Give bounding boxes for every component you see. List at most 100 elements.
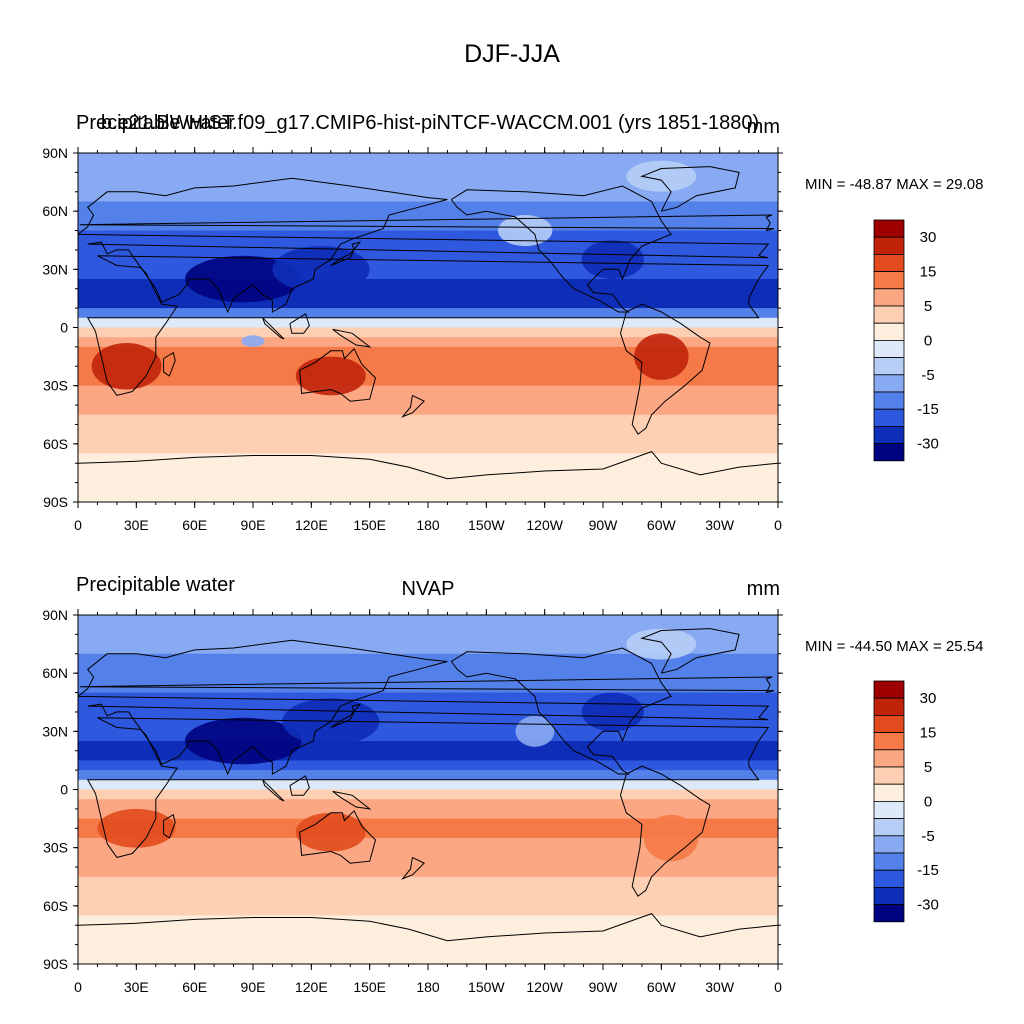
lat-tick-label: 90N: [42, 145, 68, 161]
field-band: [78, 240, 778, 251]
colorbar-box: [873, 904, 905, 923]
field-anomaly: [184, 255, 302, 303]
field-band: [78, 472, 778, 484]
field-anomaly: [626, 628, 697, 660]
lat-tick-label: 30S: [43, 840, 68, 856]
field-band: [78, 405, 778, 416]
lat-tick-label: 60N: [42, 203, 68, 219]
field-band: [78, 337, 778, 348]
panel1-left-title: Precipitable water: [76, 112, 235, 134]
colorbar-box: [873, 818, 905, 837]
lat-tick-label: 0: [60, 320, 68, 336]
field-band: [78, 692, 778, 703]
panel1-center-title: b.e21.BWHIST.f09_g17.CMIP6-hist-piNTCF-W…: [100, 112, 760, 134]
field-band: [78, 624, 778, 635]
colorbar-box: [873, 783, 905, 802]
field-band: [78, 702, 778, 713]
colorbar-box: [873, 749, 905, 768]
field-band: [78, 886, 778, 897]
field-anomaly: [498, 215, 553, 247]
lon-tick-label: 0: [74, 979, 82, 995]
field-band: [78, 615, 778, 626]
field-band: [78, 741, 778, 752]
field-band: [78, 153, 778, 164]
coastline: [79, 676, 775, 694]
field-band: [78, 828, 778, 839]
field-anomaly: [184, 717, 302, 765]
field-band: [78, 230, 778, 241]
field-band: [78, 346, 778, 358]
lon-tick-label: 90W: [589, 517, 619, 533]
lon-tick-label: 150W: [468, 979, 505, 995]
field-band: [78, 896, 778, 907]
coastline: [619, 765, 711, 897]
field-band: [78, 653, 778, 664]
lat-tick-label: 60S: [43, 436, 68, 452]
colorbar-label: -5: [921, 828, 934, 845]
lat-tick-label: 30N: [42, 723, 68, 739]
field-band: [78, 463, 778, 474]
coastline: [289, 775, 310, 796]
field-band: [78, 269, 778, 280]
colorbar-box: [873, 852, 905, 871]
colorbar-label: 30: [920, 690, 937, 707]
field-band: [78, 201, 778, 212]
lat-tick-label: 60N: [42, 665, 68, 681]
lat-tick-label: 90N: [42, 607, 68, 623]
field-band: [78, 375, 778, 387]
panel1-minmax: MIN = -48.87 MAX = 29.08: [805, 176, 984, 193]
panel2-left-title: Precipitable water: [76, 574, 235, 596]
lat-tick-label: 30S: [43, 378, 68, 394]
field-band: [78, 308, 778, 319]
colorbar-label: -5: [921, 367, 934, 384]
field-band: [78, 288, 778, 299]
lat-tick-label: 0: [60, 782, 68, 798]
coastline: [450, 185, 672, 313]
colorbar-box: [873, 887, 905, 906]
field-band: [78, 760, 778, 771]
field-anomaly: [634, 333, 689, 380]
coastline: [86, 255, 770, 396]
lon-tick-label: 90W: [589, 979, 619, 995]
field-anomaly: [515, 715, 555, 747]
field-band: [78, 162, 778, 173]
field-anomaly: [295, 812, 366, 852]
field-band: [78, 905, 778, 917]
field-band: [78, 249, 778, 261]
field-band: [78, 711, 778, 723]
field-band: [78, 808, 778, 820]
field-band: [78, 356, 778, 367]
coastline: [332, 328, 372, 348]
colorbar-box: [873, 766, 905, 785]
lon-tick-label: 90E: [241, 517, 266, 533]
lon-tick-label: 60W: [647, 979, 677, 995]
field-band: [78, 925, 778, 936]
lon-tick-label: 180: [416, 979, 440, 995]
field-band: [78, 443, 778, 455]
coastline: [450, 647, 672, 775]
panel2-units: mm: [746, 578, 780, 600]
field-band: [78, 818, 778, 829]
colorbar-label: -15: [917, 401, 939, 418]
lat-tick-label: 60S: [43, 898, 68, 914]
field-band: [78, 317, 778, 328]
field-band: [78, 211, 778, 222]
field-band: [78, 867, 778, 878]
coastline: [163, 813, 176, 839]
lon-tick-label: 120E: [295, 517, 328, 533]
field-anomaly: [581, 692, 644, 732]
lon-tick-label: 30W: [705, 517, 735, 533]
field-band: [78, 915, 778, 926]
lon-tick-label: 180: [416, 517, 440, 533]
panel2-minmax: MIN = -44.50 MAX = 25.54: [805, 638, 984, 655]
coastline: [619, 303, 711, 435]
field-band: [78, 366, 778, 377]
field-band: [78, 385, 778, 396]
coastline: [163, 351, 176, 377]
coastline: [262, 779, 285, 802]
coastline: [332, 790, 372, 810]
field-band: [78, 682, 778, 694]
panel2-center-title: NVAP: [401, 578, 455, 600]
